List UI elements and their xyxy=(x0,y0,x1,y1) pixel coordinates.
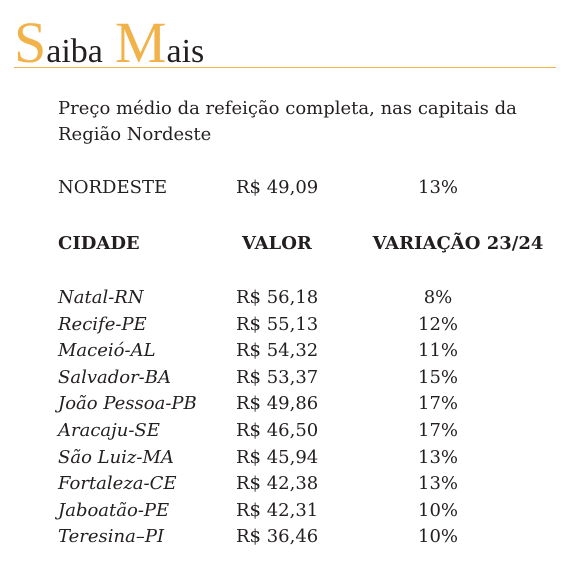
row-value: R$ 55,13 xyxy=(236,313,319,335)
summary-region: NORDESTE xyxy=(58,177,168,198)
row-value: R$ 42,31 xyxy=(236,499,319,521)
row-city: Natal-RN xyxy=(58,287,144,308)
row-variation: 11% xyxy=(417,340,459,362)
header-city: CIDADE xyxy=(58,233,140,254)
row-city: Maceió-AL xyxy=(58,340,156,362)
row-value: R$ 45,94 xyxy=(236,446,319,468)
row-variation: 17% xyxy=(417,420,459,441)
row-variation: 8% xyxy=(423,287,453,308)
heading-rest-1: aiba xyxy=(46,33,103,70)
row-variation: 13% xyxy=(417,473,459,495)
row-city: Teresina–PI xyxy=(58,526,165,548)
row-city: Salvador-BA xyxy=(58,366,171,388)
table-row: Natal-RN R$ 56,18 8% xyxy=(0,286,580,310)
row-value: R$ 56,18 xyxy=(236,287,319,308)
table-row: São Luiz-MA R$ 45,94 13% xyxy=(0,446,580,470)
table-row: João Pessoa-PB R$ 49,86 17% xyxy=(0,392,580,416)
row-variation: 17% xyxy=(417,393,459,415)
row-variation: 13% xyxy=(417,446,459,468)
summary-row: NORDESTE R$ 49,09 13% xyxy=(0,176,580,200)
row-value: R$ 49,86 xyxy=(236,393,319,415)
heading-initial-m: M xyxy=(114,10,167,75)
row-city: Jaboatão-PE xyxy=(58,499,170,521)
summary-variation: 13% xyxy=(417,177,459,198)
row-value: R$ 42,38 xyxy=(236,473,319,495)
row-variation: 15% xyxy=(417,366,459,388)
heading-rule xyxy=(14,67,556,68)
row-city: Recife-PE xyxy=(58,313,147,335)
table-row: Recife-PE R$ 55,13 12% xyxy=(0,313,580,337)
row-variation: 10% xyxy=(417,499,459,521)
row-value: R$ 53,37 xyxy=(236,366,319,388)
row-city: São Luiz-MA xyxy=(58,446,174,468)
row-city: João Pessoa-PB xyxy=(58,393,197,415)
row-value: R$ 54,32 xyxy=(236,340,319,362)
heading-rest-2: ais xyxy=(166,33,205,70)
summary-value: R$ 49,09 xyxy=(236,177,319,198)
header-variation: VARIAÇÃO 23/24 xyxy=(372,233,544,254)
table-row: Fortaleza-CE R$ 42,38 13% xyxy=(0,472,580,496)
row-value: R$ 36,46 xyxy=(236,526,319,548)
section-heading: Saiba Mais xyxy=(14,14,204,72)
table-row: Salvador-BA R$ 53,37 15% xyxy=(0,366,580,390)
row-variation: 12% xyxy=(417,313,459,335)
row-city: Fortaleza-CE xyxy=(58,473,177,495)
heading-initial-s: S xyxy=(14,10,47,75)
row-variation: 10% xyxy=(417,526,459,548)
intro-text: Preço médio da refeição completa, nas ca… xyxy=(58,98,517,145)
table-row: Aracaju-SE R$ 46,50 17% xyxy=(0,419,580,443)
table-header: CIDADE VALOR VARIAÇÃO 23/24 xyxy=(0,232,580,256)
row-value: R$ 46,50 xyxy=(236,420,319,441)
row-city: Aracaju-SE xyxy=(58,420,160,441)
table-row: Jaboatão-PE R$ 42,31 10% xyxy=(0,499,580,523)
table-row: Teresina–PI R$ 36,46 10% xyxy=(0,525,580,549)
header-value: VALOR xyxy=(242,233,312,254)
table-row: Maceió-AL R$ 54,32 11% xyxy=(0,339,580,363)
